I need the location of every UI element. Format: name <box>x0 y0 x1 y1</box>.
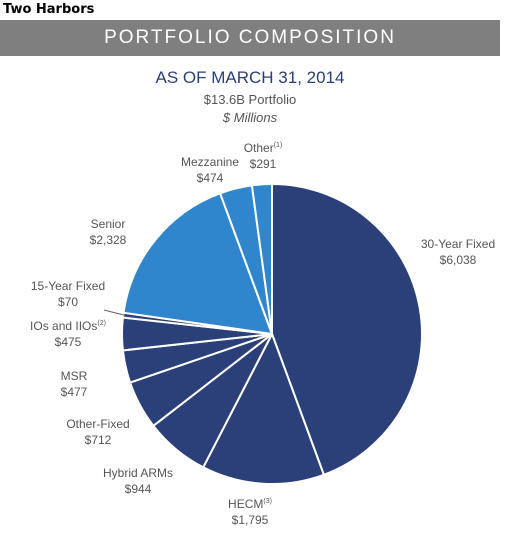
slice-label-15-year-fixed: 15-Year Fixed <box>31 279 105 293</box>
as-of-date: AS OF MARCH 31, 2014 <box>155 68 345 87</box>
slice-value-senior: $2,328 <box>90 233 127 247</box>
slice-label-hecm: HECM(3) <box>228 497 272 511</box>
units-label: $ Millions <box>222 110 278 125</box>
slice-value-other-fixed: $712 <box>85 433 112 447</box>
slice-label-mezzanine: Mezzanine <box>181 155 239 169</box>
pie-slice-other <box>250 182 273 335</box>
slice-label-hybrid-arms: Hybrid ARMs <box>103 466 173 480</box>
chart-banner-title: PORTFOLIO COMPOSITION <box>0 20 500 56</box>
pie-slice-hecm <box>201 331 326 485</box>
slice-label-30-year-fixed: 30-Year Fixed <box>421 237 495 251</box>
pie-slice-senior <box>122 191 274 336</box>
slice-value-ios-and-iios: $475 <box>55 335 82 349</box>
pie-slice-30-year-fixed <box>271 182 423 477</box>
slice-label-other-fixed: Other-Fixed <box>66 417 129 431</box>
slice-value-mezzanine: $474 <box>197 171 224 185</box>
slice-label-other: Other(1) <box>244 141 283 155</box>
slice-value-msr: $477 <box>61 385 88 399</box>
slice-value-hybrid-arms: $944 <box>125 482 152 496</box>
slice-value-30-year-fixed: $6,038 <box>440 253 477 267</box>
slice-value-15-year-fixed: $70 <box>58 295 78 309</box>
company-name: Two Harbors <box>3 2 95 17</box>
slice-label-senior: Senior <box>91 217 126 231</box>
leader-line <box>103 309 126 316</box>
slice-label-msr: MSR <box>61 369 88 383</box>
portfolio-size: $13.6B Portfolio <box>203 92 297 107</box>
slice-value-hecm: $1,795 <box>232 513 269 527</box>
slice-label-ios-and-iios: IOs and IIOs(2) <box>30 319 106 333</box>
slice-value-other: $291 <box>250 157 277 171</box>
